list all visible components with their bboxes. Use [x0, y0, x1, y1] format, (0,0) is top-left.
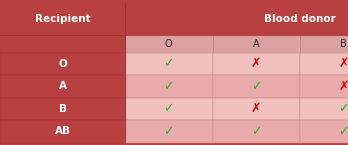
- Bar: [213, 52, 300, 75]
- Text: B: B: [58, 104, 66, 114]
- Text: ✓: ✓: [339, 102, 348, 115]
- Text: Recipient: Recipient: [35, 13, 90, 23]
- Bar: [125, 2, 348, 35]
- Bar: [213, 35, 300, 52]
- Bar: [0, 35, 125, 52]
- Bar: [213, 120, 300, 143]
- Bar: [300, 97, 348, 120]
- Text: Blood donor: Blood donor: [264, 13, 336, 23]
- Bar: [300, 75, 348, 97]
- Text: A: A: [253, 39, 260, 48]
- Text: ✓: ✓: [339, 125, 348, 138]
- Text: ✓: ✓: [164, 125, 174, 138]
- Bar: [0, 2, 125, 35]
- Bar: [0, 97, 125, 120]
- Bar: [300, 35, 348, 52]
- Bar: [213, 75, 300, 97]
- Bar: [0, 52, 125, 75]
- Text: ✗: ✗: [251, 102, 261, 115]
- Bar: [213, 97, 300, 120]
- Text: ✓: ✓: [164, 80, 174, 93]
- Bar: [300, 120, 348, 143]
- Bar: [300, 52, 348, 75]
- Text: O: O: [165, 39, 173, 48]
- Bar: [0, 75, 125, 97]
- Text: ✓: ✓: [164, 102, 174, 115]
- Bar: [125, 97, 213, 120]
- Bar: [125, 35, 213, 52]
- Bar: [125, 75, 213, 97]
- Text: ✗: ✗: [339, 80, 348, 93]
- Text: ✓: ✓: [251, 125, 261, 138]
- Bar: [125, 52, 213, 75]
- Text: ✓: ✓: [164, 57, 174, 70]
- Text: ✗: ✗: [251, 57, 261, 70]
- Text: ✓: ✓: [251, 80, 261, 93]
- Text: O: O: [58, 59, 67, 69]
- Text: ✗: ✗: [339, 57, 348, 70]
- Text: B: B: [340, 39, 347, 48]
- Text: AB: AB: [55, 126, 71, 136]
- Bar: [125, 120, 213, 143]
- Text: A: A: [58, 81, 66, 91]
- Bar: [0, 120, 125, 143]
